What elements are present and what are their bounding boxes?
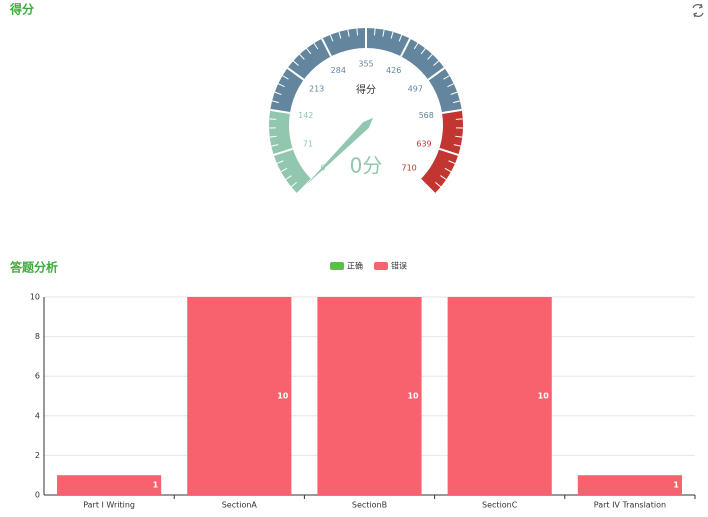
bar-value-label: 1 (153, 481, 159, 490)
bar-value-label: 10 (407, 392, 419, 401)
section-title: 得分 (9, 2, 34, 17)
bar-value-label: 10 (277, 392, 289, 401)
bar (187, 297, 291, 495)
minor-tick (374, 28, 375, 35)
x-tick-label: Part Ⅰ Writing (83, 501, 135, 510)
bar (578, 475, 682, 495)
gauge-band (269, 110, 312, 194)
gauge-tick-label: 71 (303, 139, 313, 148)
refresh-icon[interactable] (693, 4, 703, 17)
gauge-value: 0分 (350, 154, 383, 178)
x-tick-label: SectionB (352, 501, 387, 510)
minor-tick (357, 28, 358, 35)
gauge-tick-label: 213 (309, 85, 324, 94)
gauge-tick-label: 710 (401, 164, 416, 173)
x-tick-label: SectionC (482, 501, 518, 510)
gauge-name: 得分 (356, 84, 376, 96)
gauge-tick-label: 284 (331, 66, 346, 75)
gauge-tick-label: 355 (358, 60, 373, 69)
gauge-tick-label: 639 (416, 139, 431, 148)
bar-value-label: 10 (538, 392, 550, 401)
gauge-tick-label: 497 (408, 85, 423, 94)
gauge-band (420, 110, 463, 194)
legend-label: 错误 (391, 261, 407, 271)
bar (317, 297, 421, 495)
gauge-tick-label: 568 (419, 111, 434, 120)
y-tick-label: 4 (35, 411, 40, 420)
legend-swatch (330, 262, 344, 270)
x-tick-label: SectionA (222, 501, 258, 510)
y-tick-label: 10 (30, 293, 40, 302)
legend-label: 正确 (347, 261, 363, 271)
gauge-tick-label: 142 (298, 111, 313, 120)
bar-value-label: 1 (673, 481, 679, 490)
section-title: 答题分析 (10, 260, 58, 275)
bar (57, 475, 161, 495)
bar (448, 297, 552, 495)
y-tick-label: 2 (35, 451, 40, 460)
x-tick-label: Part IV Translation (594, 501, 666, 510)
y-tick-label: 6 (35, 372, 40, 381)
gauge-tick-label: 426 (386, 66, 401, 75)
legend-swatch (374, 262, 388, 270)
y-tick-label: 0 (35, 491, 40, 500)
y-tick-label: 8 (35, 332, 40, 341)
